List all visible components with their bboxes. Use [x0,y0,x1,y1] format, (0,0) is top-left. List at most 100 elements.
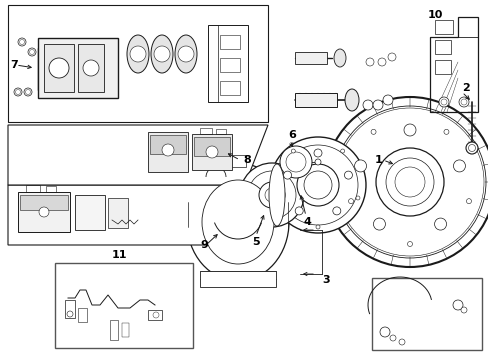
Text: 9: 9 [200,240,207,250]
Text: 3: 3 [321,275,329,285]
Text: 4: 4 [303,217,310,227]
Bar [122,323,129,337]
Circle shape [280,146,311,178]
Circle shape [466,199,470,204]
Circle shape [434,218,446,230]
Polygon shape [38,38,118,98]
Bar [294,52,326,64]
Bar [220,81,240,95]
Bar [200,128,212,134]
Text: 10: 10 [427,10,443,20]
Bar [110,320,118,340]
Bar [46,186,56,192]
Circle shape [348,199,353,204]
Polygon shape [18,192,70,232]
Bar [229,155,245,167]
Ellipse shape [333,49,346,67]
Circle shape [24,88,32,96]
Ellipse shape [268,164,285,226]
Circle shape [240,163,304,227]
Polygon shape [8,185,244,245]
Circle shape [387,53,395,61]
Circle shape [458,97,468,107]
Polygon shape [192,134,231,170]
Ellipse shape [345,89,358,111]
Circle shape [443,129,448,134]
Bar [434,60,450,74]
Ellipse shape [202,180,273,264]
Polygon shape [75,195,105,230]
Circle shape [247,171,295,219]
Circle shape [452,160,465,172]
Circle shape [49,58,69,78]
Bar [200,271,275,287]
Polygon shape [8,125,267,185]
Bar [78,308,87,322]
Circle shape [354,160,366,172]
Bar [65,300,75,318]
Circle shape [20,40,24,45]
Ellipse shape [175,35,197,73]
Circle shape [285,152,305,172]
Circle shape [313,149,321,157]
Circle shape [269,137,365,233]
Circle shape [130,46,146,62]
Circle shape [377,58,385,66]
Circle shape [314,159,320,165]
Polygon shape [8,5,267,122]
Bar [78,44,104,92]
Circle shape [440,99,446,105]
Bar [44,44,74,92]
Bar [294,93,336,107]
Bar [220,58,240,72]
Bar [434,20,452,34]
Bar [371,278,481,350]
Polygon shape [148,132,187,172]
Text: 5: 5 [251,237,259,247]
Circle shape [264,188,279,202]
Circle shape [465,142,477,154]
Circle shape [375,148,443,216]
Circle shape [438,97,448,107]
Circle shape [325,97,488,267]
Circle shape [162,144,174,156]
Circle shape [370,129,375,134]
Circle shape [205,146,218,158]
Circle shape [394,167,424,197]
Circle shape [468,144,474,152]
Circle shape [332,207,340,215]
Circle shape [382,95,392,105]
Circle shape [296,164,338,206]
Text: 6: 6 [287,130,295,140]
Circle shape [291,149,295,153]
Text: 7: 7 [10,60,18,70]
Ellipse shape [186,163,288,281]
Text: 8: 8 [243,155,250,165]
Text: 1: 1 [374,155,382,165]
Circle shape [25,90,30,95]
Ellipse shape [151,35,173,73]
Circle shape [340,149,344,153]
Circle shape [403,124,415,136]
Circle shape [372,100,382,110]
Bar [148,310,162,320]
Text: 11: 11 [112,250,127,260]
Bar [216,129,225,134]
Circle shape [460,99,466,105]
Circle shape [14,88,22,96]
Circle shape [154,46,170,62]
Circle shape [365,58,373,66]
Circle shape [460,307,466,313]
Circle shape [18,38,26,46]
Polygon shape [108,198,128,228]
Circle shape [398,339,404,345]
Circle shape [283,171,291,179]
Circle shape [178,46,194,62]
Circle shape [344,171,352,179]
Circle shape [389,335,395,341]
Polygon shape [150,135,185,154]
Circle shape [29,50,35,54]
Circle shape [385,158,433,206]
Circle shape [362,100,372,110]
Circle shape [304,171,331,199]
